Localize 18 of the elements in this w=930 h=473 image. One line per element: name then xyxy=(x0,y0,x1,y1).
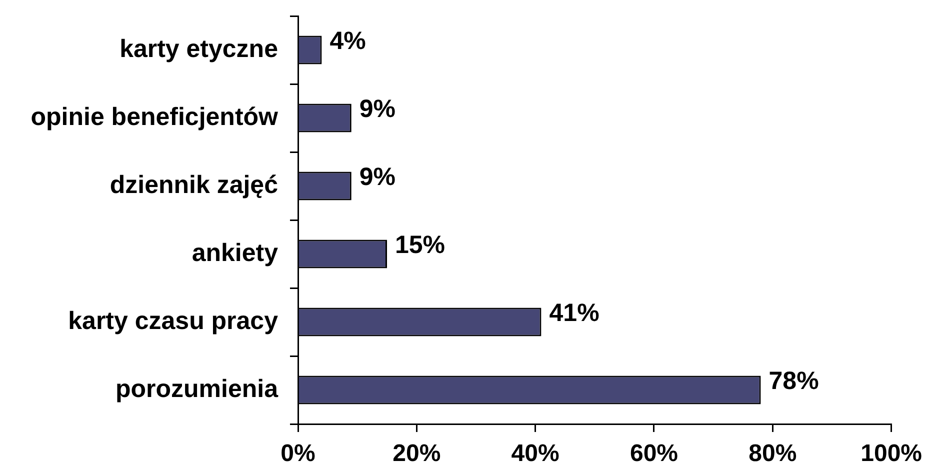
data-label: 41% xyxy=(549,298,600,327)
data-label: 78% xyxy=(768,366,819,395)
y-tick-label: karty czasu pracy xyxy=(68,306,278,335)
y-tick-label: ankiety xyxy=(192,238,278,267)
y-tick-label: opinie beneficjentów xyxy=(30,102,279,131)
data-label: 9% xyxy=(359,162,396,191)
x-tick-label: 100% xyxy=(860,440,922,468)
y-tick-label: karty etyczne xyxy=(120,34,278,63)
x-tick-label: 80% xyxy=(748,440,797,468)
data-label: 15% xyxy=(394,230,446,259)
x-tick-label: 0% xyxy=(280,440,316,468)
data-label: 4% xyxy=(330,26,366,55)
data-label: 9% xyxy=(359,94,396,123)
x-tick-label: 60% xyxy=(630,440,678,468)
x-tick-label: 40% xyxy=(511,440,560,468)
x-tick-label: 20% xyxy=(392,440,441,468)
y-tick-label: dziennik zajęć xyxy=(110,170,278,199)
y-tick-label: porozumienia xyxy=(115,374,280,403)
